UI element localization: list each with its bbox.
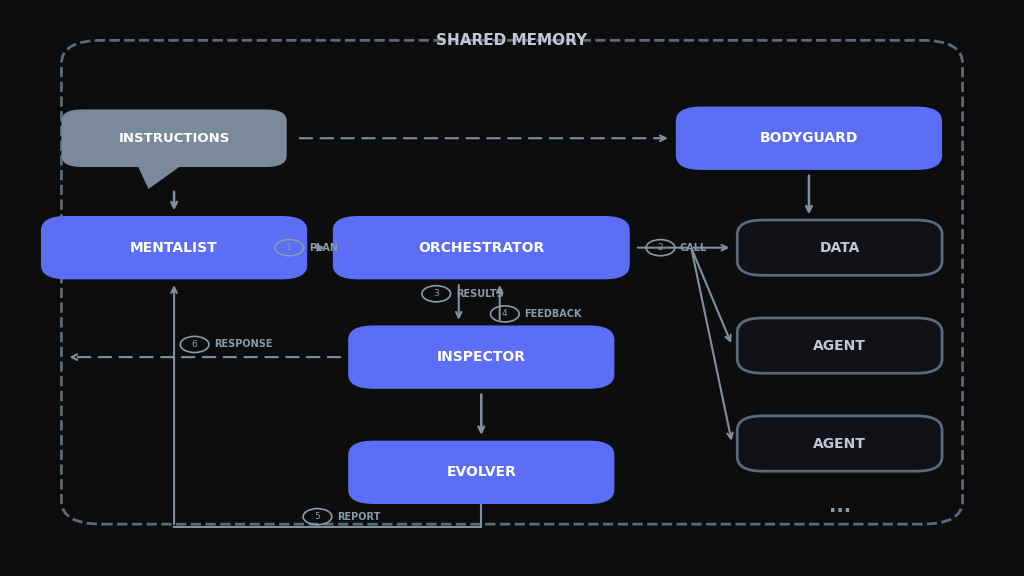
Text: MENTALIST: MENTALIST bbox=[130, 241, 218, 255]
Text: INSTRUCTIONS: INSTRUCTIONS bbox=[119, 132, 229, 145]
FancyBboxPatch shape bbox=[737, 318, 942, 373]
FancyBboxPatch shape bbox=[737, 220, 942, 275]
FancyBboxPatch shape bbox=[61, 109, 287, 167]
Text: ...: ... bbox=[828, 498, 851, 516]
FancyBboxPatch shape bbox=[41, 216, 307, 279]
Text: 1: 1 bbox=[287, 243, 292, 252]
FancyBboxPatch shape bbox=[737, 416, 942, 471]
Polygon shape bbox=[138, 167, 179, 189]
Text: RESULTS: RESULTS bbox=[456, 289, 504, 299]
Text: BODYGUARD: BODYGUARD bbox=[760, 131, 858, 145]
Text: PLAN: PLAN bbox=[309, 242, 338, 253]
FancyBboxPatch shape bbox=[333, 216, 630, 279]
Text: INSPECTOR: INSPECTOR bbox=[437, 350, 525, 364]
Text: CALL: CALL bbox=[680, 242, 708, 253]
Text: REPORT: REPORT bbox=[337, 511, 380, 522]
Text: 2: 2 bbox=[657, 243, 664, 252]
Text: 6: 6 bbox=[191, 340, 198, 349]
Text: AGENT: AGENT bbox=[813, 339, 866, 353]
Text: EVOLVER: EVOLVER bbox=[446, 465, 516, 479]
Text: DATA: DATA bbox=[819, 241, 860, 255]
FancyBboxPatch shape bbox=[348, 441, 614, 504]
Text: ORCHESTRATOR: ORCHESTRATOR bbox=[418, 241, 545, 255]
Text: SHARED MEMORY: SHARED MEMORY bbox=[436, 33, 588, 48]
Text: RESPONSE: RESPONSE bbox=[214, 339, 272, 350]
Text: FEEDBACK: FEEDBACK bbox=[524, 309, 582, 319]
Text: 5: 5 bbox=[314, 512, 321, 521]
FancyBboxPatch shape bbox=[348, 325, 614, 389]
Text: 4: 4 bbox=[502, 309, 508, 319]
Text: AGENT: AGENT bbox=[813, 437, 866, 450]
Text: 3: 3 bbox=[433, 289, 439, 298]
FancyBboxPatch shape bbox=[676, 107, 942, 170]
